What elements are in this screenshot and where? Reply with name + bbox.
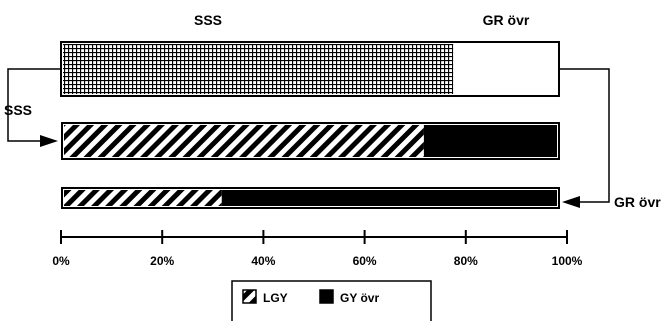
legend-swatch-lgy	[242, 289, 257, 304]
x-tick-label: 80%	[454, 254, 478, 268]
bar-3-segment-gy-ovr	[221, 190, 557, 206]
bar-1-segment-gr-ovr	[453, 44, 557, 94]
bar-2-segment-lgy	[64, 125, 424, 157]
top-label-gr-ovr: GR övr	[483, 12, 530, 28]
left-arrow-head	[40, 135, 58, 147]
legend: LGY GY övr	[231, 280, 432, 321]
x-tick-label: 40%	[251, 254, 275, 268]
legend-label-lgy: LGY	[263, 291, 288, 305]
annotations: SSS GR övr SSS GR övr	[4, 12, 661, 210]
x-tick-label: 60%	[353, 254, 377, 268]
legend-frame	[231, 280, 432, 321]
legend-label-gy-ovr: GY övr	[340, 291, 379, 305]
bar-2-frame	[61, 122, 560, 160]
x-tick-label: 20%	[150, 254, 174, 268]
left-connector-line	[7, 68, 61, 142]
legend-swatch-gy-ovr	[319, 289, 334, 304]
top-label-sss: SSS	[194, 12, 222, 28]
left-arrow-label: SSS	[4, 102, 32, 118]
bar-3-segment-lgy	[64, 190, 222, 206]
bars-layer	[60, 41, 560, 209]
bar-3-frame	[61, 187, 560, 209]
bar-2-segment-gy-ovr	[423, 125, 557, 157]
right-connector-line	[559, 68, 610, 203]
x-axis: 0% 20% 40% 60% 80% 100%	[52, 230, 583, 268]
x-tick-label: 100%	[552, 254, 583, 268]
right-arrow-label: GR övr	[614, 194, 661, 210]
x-tick-label: 0%	[52, 254, 70, 268]
right-arrow-head	[562, 196, 580, 208]
bar-1-segment-sss	[63, 44, 454, 94]
